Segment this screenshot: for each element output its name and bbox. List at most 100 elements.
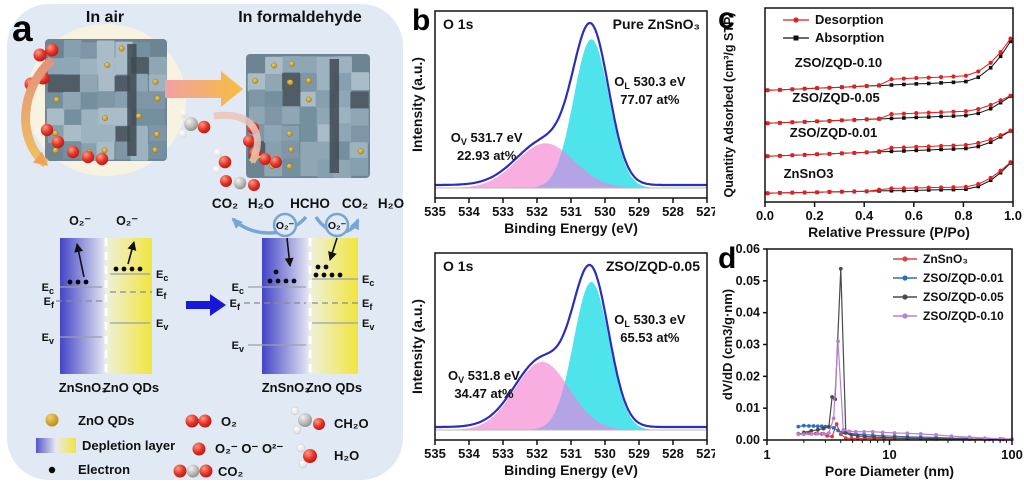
legend-marker bbox=[902, 256, 908, 262]
x-tick-label: 530 bbox=[594, 446, 616, 461]
x-tick-label: 534 bbox=[458, 446, 480, 461]
ec-label: Ec bbox=[232, 282, 244, 296]
data-point bbox=[802, 86, 807, 91]
data-point bbox=[790, 120, 795, 125]
data-point bbox=[901, 186, 906, 191]
oxygen-sphere bbox=[270, 156, 282, 168]
legend-marker bbox=[793, 17, 799, 23]
legend-label: CO₂ bbox=[218, 464, 244, 479]
h2o-h bbox=[214, 149, 222, 157]
data-point bbox=[827, 151, 832, 156]
data-point bbox=[963, 109, 968, 114]
data-point bbox=[864, 117, 869, 122]
spectrum-title: O 1s bbox=[443, 258, 474, 274]
x-tick-label: 534 bbox=[458, 204, 480, 219]
oxygen-molecules bbox=[24, 43, 282, 191]
data-point bbox=[988, 178, 993, 183]
data-point bbox=[839, 85, 844, 90]
material-znsno3: ZnSnO₃ bbox=[262, 380, 311, 395]
data-point bbox=[855, 433, 860, 438]
voxel bbox=[81, 126, 99, 144]
data-point bbox=[809, 428, 814, 433]
peak-atom-pct: 65.53 at% bbox=[620, 330, 680, 345]
voxel bbox=[300, 123, 319, 142]
panel-a-schematic: In air In formaldehyde CO₂ H₂O HCHO CO₂ … bbox=[7, 4, 404, 480]
voxel bbox=[351, 72, 370, 91]
material-znoqds: ZnO QDs bbox=[103, 380, 159, 395]
data-point bbox=[949, 434, 954, 439]
oxygen-ion-icon bbox=[192, 442, 206, 456]
data-point bbox=[815, 424, 820, 429]
envelope-curve bbox=[435, 263, 707, 429]
voxel bbox=[264, 106, 283, 125]
peak-annotation: OL 530.3 eV bbox=[614, 74, 686, 91]
cube-crack bbox=[127, 44, 137, 156]
series-label: ZSO/ZQD-0.05 bbox=[792, 90, 879, 105]
o2-molecule bbox=[45, 43, 59, 57]
data-point bbox=[796, 424, 801, 429]
data-point bbox=[998, 54, 1003, 59]
data-point bbox=[814, 119, 820, 124]
data-point bbox=[976, 140, 981, 146]
xps-chart-pure-znsno3: 535 534 533 532 531 530 529 528 527 Binding Energ… bbox=[410, 10, 715, 236]
x-axis-label: Binding Energy (eV) bbox=[504, 462, 638, 478]
x-tick-label: 1 bbox=[763, 447, 770, 462]
oxygen-sphere bbox=[66, 145, 80, 159]
voxel bbox=[97, 91, 116, 110]
data-point bbox=[976, 69, 981, 74]
data-point bbox=[809, 432, 814, 436]
data-point bbox=[914, 115, 919, 120]
data-point bbox=[901, 76, 906, 81]
data-point bbox=[938, 74, 944, 80]
data-point bbox=[926, 185, 931, 190]
co2-o bbox=[220, 175, 232, 187]
data-point bbox=[963, 142, 968, 148]
voxel bbox=[300, 141, 319, 160]
voxel bbox=[282, 90, 301, 109]
data-point bbox=[889, 112, 894, 117]
data-point bbox=[939, 114, 943, 119]
superoxide-badge-right bbox=[324, 212, 350, 238]
data-point bbox=[790, 153, 795, 158]
data-point bbox=[964, 187, 968, 191]
znsno3-nanocube-air bbox=[45, 39, 168, 162]
zno-qd-dot bbox=[52, 147, 59, 154]
data-point bbox=[853, 429, 858, 434]
zno-qd-dot bbox=[152, 146, 158, 153]
zno-qd-dot bbox=[357, 148, 364, 155]
oxygen-sphere bbox=[51, 135, 65, 149]
data-point bbox=[988, 175, 993, 181]
superoxide-label-znoqd: O₂⁻ bbox=[116, 214, 138, 228]
data-point bbox=[938, 185, 944, 190]
x-tick-label: 100 bbox=[1001, 447, 1023, 462]
plot-frame bbox=[764, 7, 1014, 203]
band-transition-arrow bbox=[186, 294, 226, 316]
data-point bbox=[821, 426, 826, 431]
y-tick-label: 0.01 bbox=[736, 401, 760, 415]
voxel bbox=[63, 57, 82, 75]
data-point bbox=[976, 184, 981, 189]
data-point bbox=[827, 118, 832, 124]
data-point bbox=[902, 82, 906, 87]
peak-annotation: OV 531.8 eV bbox=[448, 368, 520, 385]
data-point bbox=[889, 188, 894, 193]
data-point bbox=[926, 81, 931, 86]
data-point bbox=[839, 118, 844, 123]
data-point bbox=[998, 133, 1003, 138]
data-point bbox=[881, 435, 886, 440]
x-tick-label: 0.2 bbox=[806, 208, 824, 223]
voxel bbox=[350, 108, 369, 127]
data-point bbox=[951, 80, 956, 85]
o2-icon bbox=[185, 414, 199, 428]
data-point bbox=[876, 149, 882, 154]
data-point bbox=[834, 422, 839, 426]
x-axis-label: Pore Diameter (nm) bbox=[825, 463, 954, 479]
data-point bbox=[777, 190, 782, 195]
legend-label: ZnO QDs bbox=[78, 413, 134, 428]
data-point bbox=[1008, 36, 1013, 41]
data-point bbox=[847, 429, 852, 434]
data-point bbox=[825, 433, 830, 438]
data-point bbox=[864, 189, 869, 194]
psd-line bbox=[798, 341, 1013, 440]
hcho-h bbox=[180, 110, 188, 118]
